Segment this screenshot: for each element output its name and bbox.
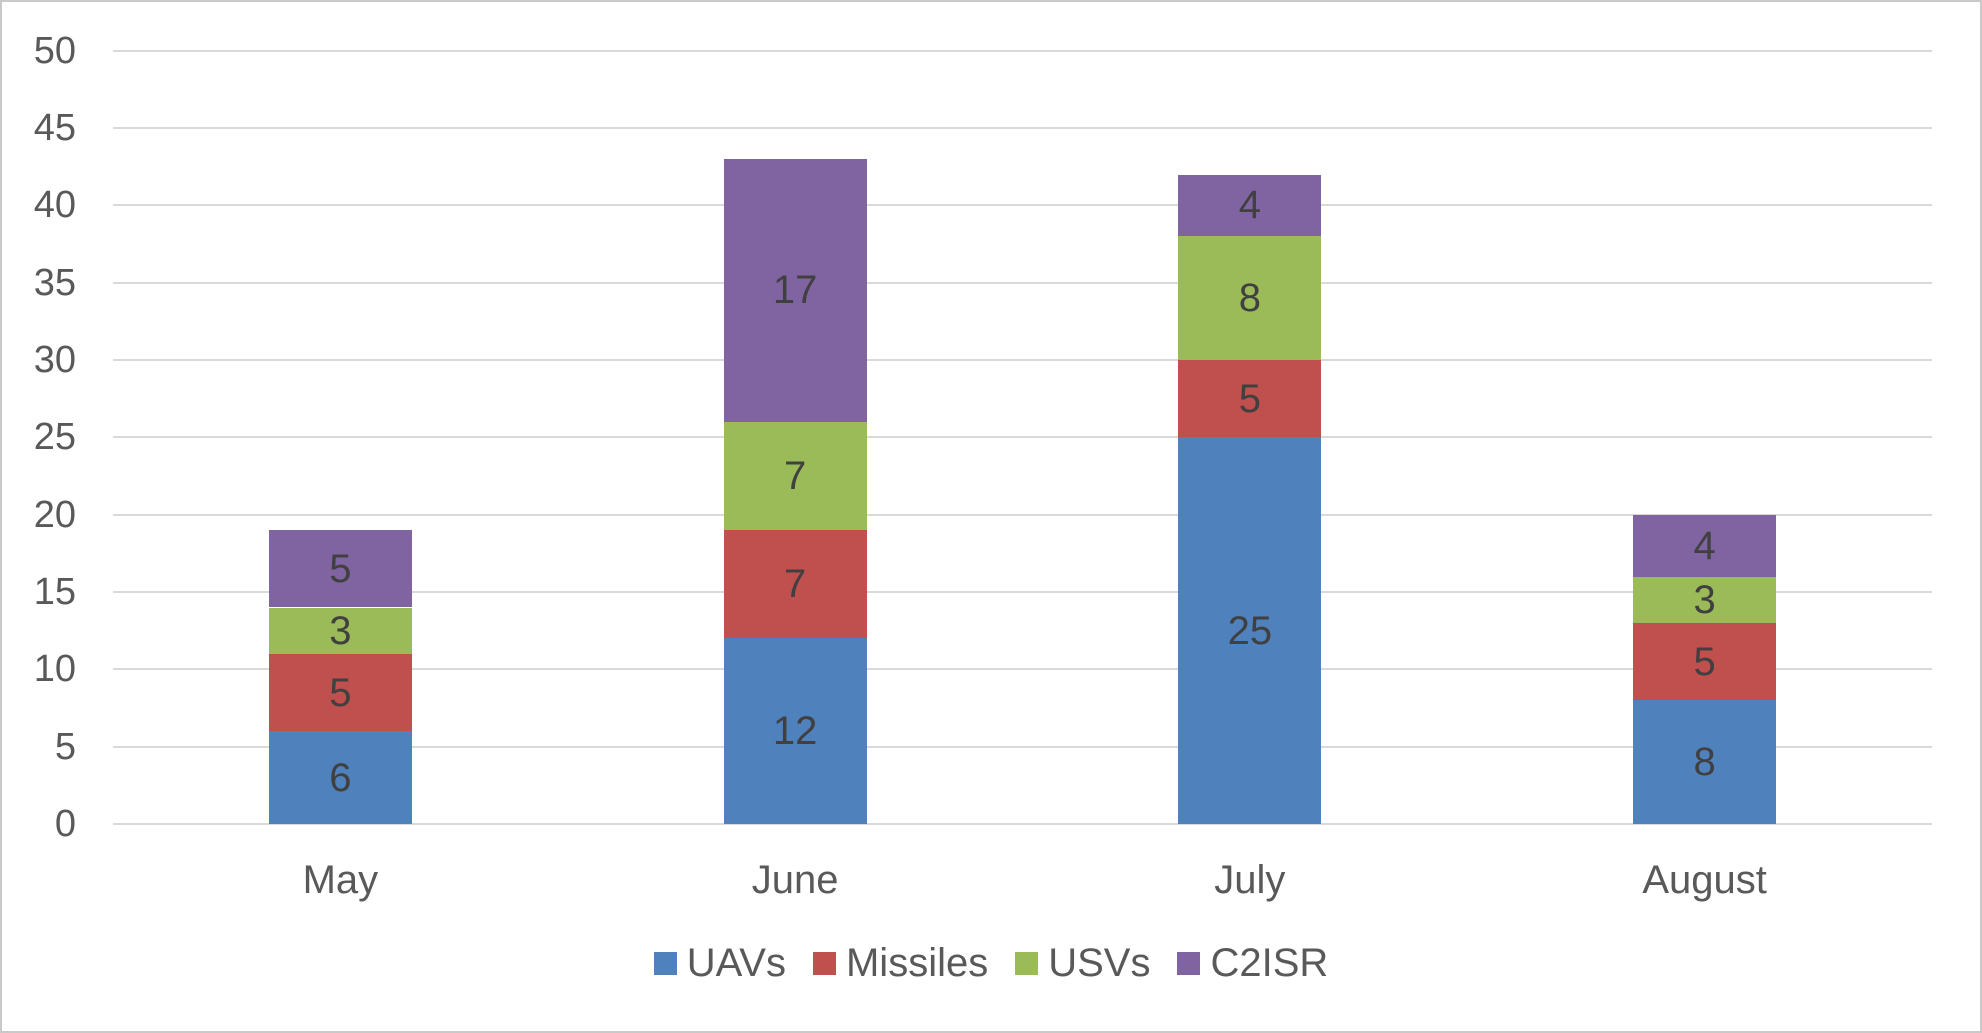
data-label: 5: [1693, 639, 1716, 684]
bar-segment-missiles: 5: [1633, 622, 1777, 701]
bar-segment-uavs: 6: [268, 731, 412, 824]
legend-label: C2ISR: [1210, 941, 1329, 985]
bar-segment-usvs: 3: [268, 607, 412, 654]
bar-segment-missiles: 7: [723, 530, 867, 639]
legend-label: Missiles: [845, 941, 989, 985]
bar-segment-usvs: 7: [723, 421, 867, 531]
legend-label: UAVs: [686, 941, 786, 985]
gridline: [113, 513, 1932, 516]
bar-segment-usvs: 3: [1633, 576, 1777, 623]
data-label: 8: [1693, 740, 1716, 785]
gridline: [113, 49, 1932, 52]
y-axis-label: 30: [33, 339, 76, 382]
y-axis-label: 50: [33, 29, 76, 72]
legend: UAVs Missiles USVs C2ISR: [2, 938, 1980, 988]
gridline: [113, 668, 1932, 671]
x-axis-label: May: [302, 858, 379, 902]
bar-segment-c2isr: 5: [268, 530, 412, 608]
bar-segment-uavs: 8: [1633, 700, 1777, 824]
data-label: 5: [1238, 376, 1261, 421]
data-label: 7: [784, 454, 807, 499]
legend-swatch: [812, 951, 836, 975]
y-axis-label: 15: [33, 571, 76, 614]
bar-segment-usvs: 8: [1178, 236, 1322, 361]
gridline: [113, 745, 1932, 748]
data-label: 12: [772, 709, 818, 754]
y-axis-label: 10: [33, 648, 76, 691]
bar-segment-c2isr: 4: [1633, 514, 1777, 577]
y-axis-label: 20: [33, 493, 76, 536]
data-label: 3: [329, 608, 352, 653]
x-axis-label: July: [1214, 858, 1286, 902]
x-axis-label: June: [751, 858, 839, 902]
data-label: 8: [1238, 276, 1261, 321]
legend-item-usvs: USVs: [1015, 943, 1150, 983]
gridline: [113, 204, 1932, 207]
legend-item-uavs: UAVs: [653, 941, 786, 985]
gridline: [113, 823, 1932, 825]
data-label: 7: [784, 562, 807, 607]
data-label: 6: [329, 755, 352, 800]
legend-item-missiles: Missiles: [812, 941, 989, 985]
y-axis-label: 5: [54, 725, 76, 768]
legend-swatch: [1177, 951, 1201, 975]
y-axis-label: 40: [33, 184, 76, 227]
data-label: 5: [329, 670, 352, 715]
gridline: [113, 281, 1932, 284]
y-axis-label: 25: [33, 416, 76, 459]
bar-segment-missiles: 5: [1178, 360, 1322, 438]
data-label: 4: [1238, 183, 1261, 228]
legend-item-c2isr: C2ISR: [1177, 943, 1328, 983]
data-label: 4: [1693, 523, 1716, 568]
bar-segment-missiles: 5: [268, 653, 412, 732]
gridline: [113, 127, 1932, 130]
x-axis-label: August: [1642, 858, 1767, 902]
bar-segment-c2isr: 17: [723, 159, 867, 422]
bar-segment-c2isr: 4: [1178, 174, 1322, 237]
legend-swatch: [1015, 951, 1039, 975]
data-label: 25: [1227, 608, 1273, 653]
y-axis-label: 0: [54, 803, 76, 845]
y-axis-label: 45: [33, 107, 76, 150]
gridline: [113, 359, 1932, 362]
legend-swatch: [653, 951, 677, 975]
gridline: [113, 436, 1932, 439]
data-label: 3: [1693, 577, 1716, 622]
legend-label: USVs: [1048, 941, 1151, 985]
y-axis-label: 35: [33, 261, 76, 304]
data-label: 17: [772, 268, 818, 313]
bar-segment-uavs: 12: [723, 638, 867, 824]
bar-segment-uavs: 25: [1178, 437, 1322, 824]
data-label: 5: [329, 546, 352, 591]
gridline: [113, 591, 1932, 594]
